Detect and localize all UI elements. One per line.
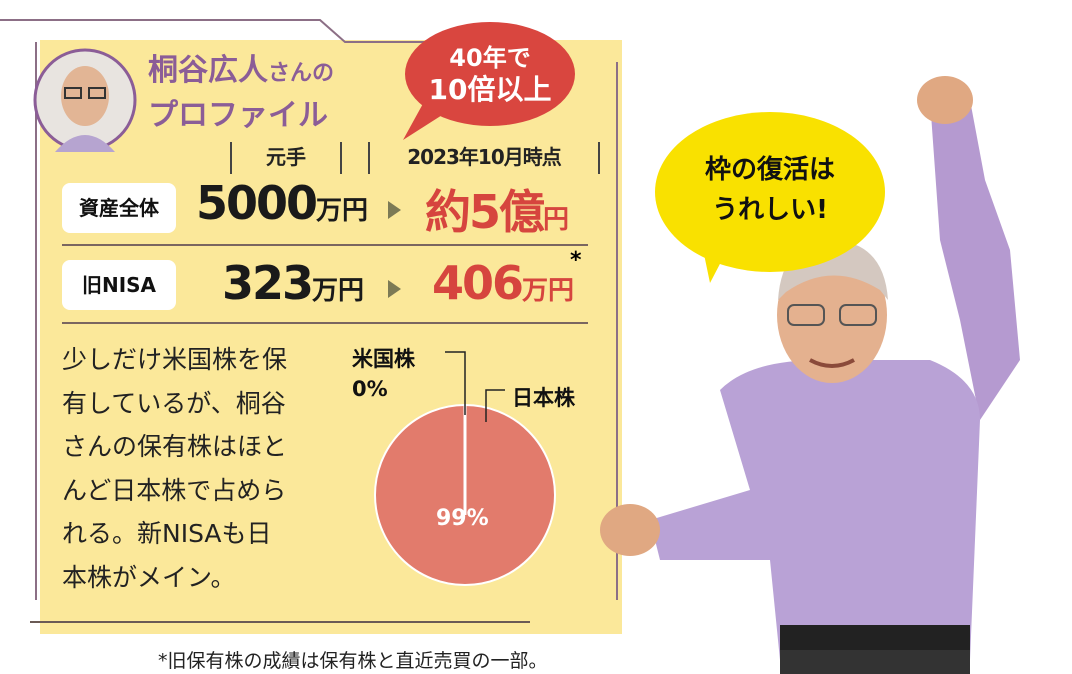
column-current: 2023年10月時点 <box>368 142 600 174</box>
description-line: さんの保有株はほと <box>62 432 288 461</box>
leader-line-japan <box>485 389 505 422</box>
person-photo <box>600 76 1020 674</box>
speech-line2: うれしい! <box>712 195 828 225</box>
description-line: 少しだけ米国株を保 <box>62 345 288 374</box>
description: 少しだけ米国株を保 有しているが、桐谷 さんの保有株はほと んど日本株で占めら … <box>62 338 302 599</box>
arrow-right-icon <box>388 201 401 219</box>
pie-label-japan: 日本株 <box>512 386 575 410</box>
value: 406 <box>432 256 524 310</box>
badge-line1: 40年で <box>449 44 531 72</box>
person-name: 桐谷広人 <box>148 53 268 88</box>
value: 5000 <box>196 176 318 230</box>
leader-line-us <box>445 351 466 415</box>
nisa-principal: 323万円 <box>222 256 364 310</box>
description-line: 有しているが、桐谷 <box>62 388 286 418</box>
pie-chart <box>374 351 556 586</box>
description-line: れる。新NISAも日 <box>62 519 272 548</box>
name-suffix: さんの <box>268 61 335 86</box>
total-principal: 5000万円 <box>196 176 368 230</box>
description-line: 本株がメイン。 <box>62 562 236 592</box>
pie-label-us: 米国株 0% <box>352 344 415 404</box>
description-line: んど日本株で占めら <box>62 475 287 505</box>
nisa-current: 406万円 <box>432 256 574 310</box>
growth-badge: 40年で 10倍以上 <box>405 22 575 126</box>
footnote-mark: * <box>570 248 582 273</box>
title-line2: プロファイル <box>148 98 328 133</box>
unit: 万円 <box>316 196 369 226</box>
avatar <box>33 48 137 152</box>
column-principal: 元手 <box>230 142 342 174</box>
divider <box>62 322 588 324</box>
badge-line2: 10倍以上 <box>428 73 552 106</box>
speech-bubble: 枠の復活は うれしい! <box>655 112 885 272</box>
value-label: 0% <box>352 377 388 401</box>
pie-value-japan: 99% <box>436 506 489 531</box>
unit: 万円 <box>312 276 365 306</box>
value: 323 <box>222 256 314 310</box>
profile-title: 桐谷広人さんの プロファイル <box>148 50 334 137</box>
row-label-total-assets: 資産全体 <box>62 183 176 233</box>
footnote: *旧保有株の成績は保有株と直近売買の一部。 <box>158 650 548 672</box>
category-label: 米国株 <box>352 347 415 371</box>
arrow-right-icon <box>388 280 401 298</box>
unit: 万円 <box>522 276 575 306</box>
speech-line1: 枠の復活は <box>704 155 835 185</box>
unit: 円 <box>543 205 570 235</box>
divider <box>62 244 588 246</box>
row-label-old-nisa: 旧NISA <box>62 260 176 310</box>
value: 約5億 <box>425 185 545 239</box>
total-current: 約5億円 <box>425 176 569 242</box>
